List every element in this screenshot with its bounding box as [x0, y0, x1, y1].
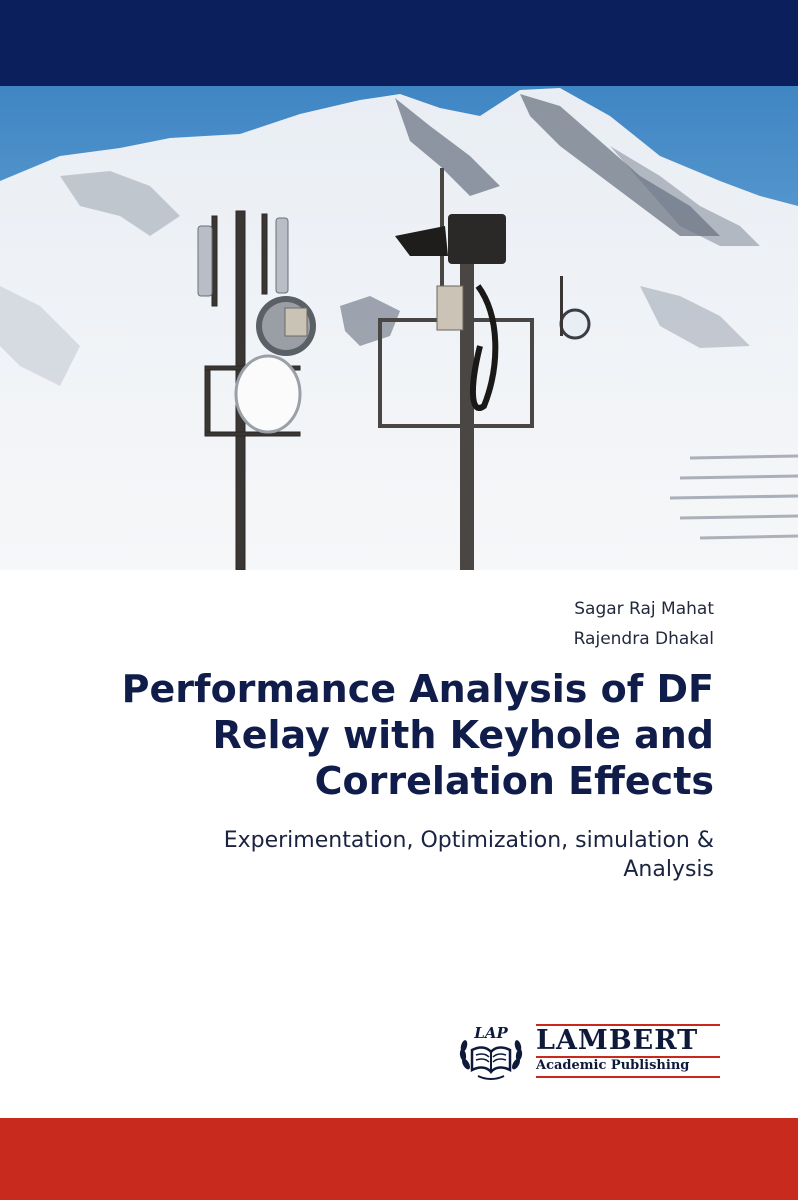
book-subtitle: Experimentation, Optimization, simulatio…: [74, 826, 714, 884]
publisher-rule-top: [536, 1024, 720, 1026]
author-name: Rajendra Dhakal: [573, 629, 714, 649]
title-line: Performance Analysis of DF: [121, 667, 714, 711]
subtitle-line: Analysis: [623, 857, 714, 882]
author-list: Sagar Raj Mahat Rajendra Dhakal: [574, 594, 714, 654]
bottom-color-band: [0, 1118, 798, 1200]
author-name: Sagar Raj Mahat: [574, 599, 714, 619]
cover-photo: [0, 86, 798, 570]
book-title: Performance Analysis of DF Relay with Ke…: [74, 666, 714, 804]
subtitle-line: Experimentation, Optimization, simulatio…: [223, 828, 714, 853]
publisher-rule-middle: [536, 1056, 720, 1058]
lap-emblem-text: LAP: [473, 1024, 508, 1042]
title-line: Relay with Keyhole and: [212, 713, 714, 757]
svg-text:LAP: LAP: [473, 1024, 508, 1042]
title-line: Correlation Effects: [314, 759, 714, 803]
publisher-logo: LAP LAMBERT Academic Publishing: [456, 1022, 724, 1086]
open-book-laurel-icon: [459, 1040, 523, 1080]
top-color-band: [0, 0, 798, 86]
publisher-subtitle: Academic Publishing: [536, 1058, 690, 1073]
publisher-name: LAMBERT: [536, 1025, 699, 1056]
publisher-rule-bottom: [536, 1076, 720, 1078]
